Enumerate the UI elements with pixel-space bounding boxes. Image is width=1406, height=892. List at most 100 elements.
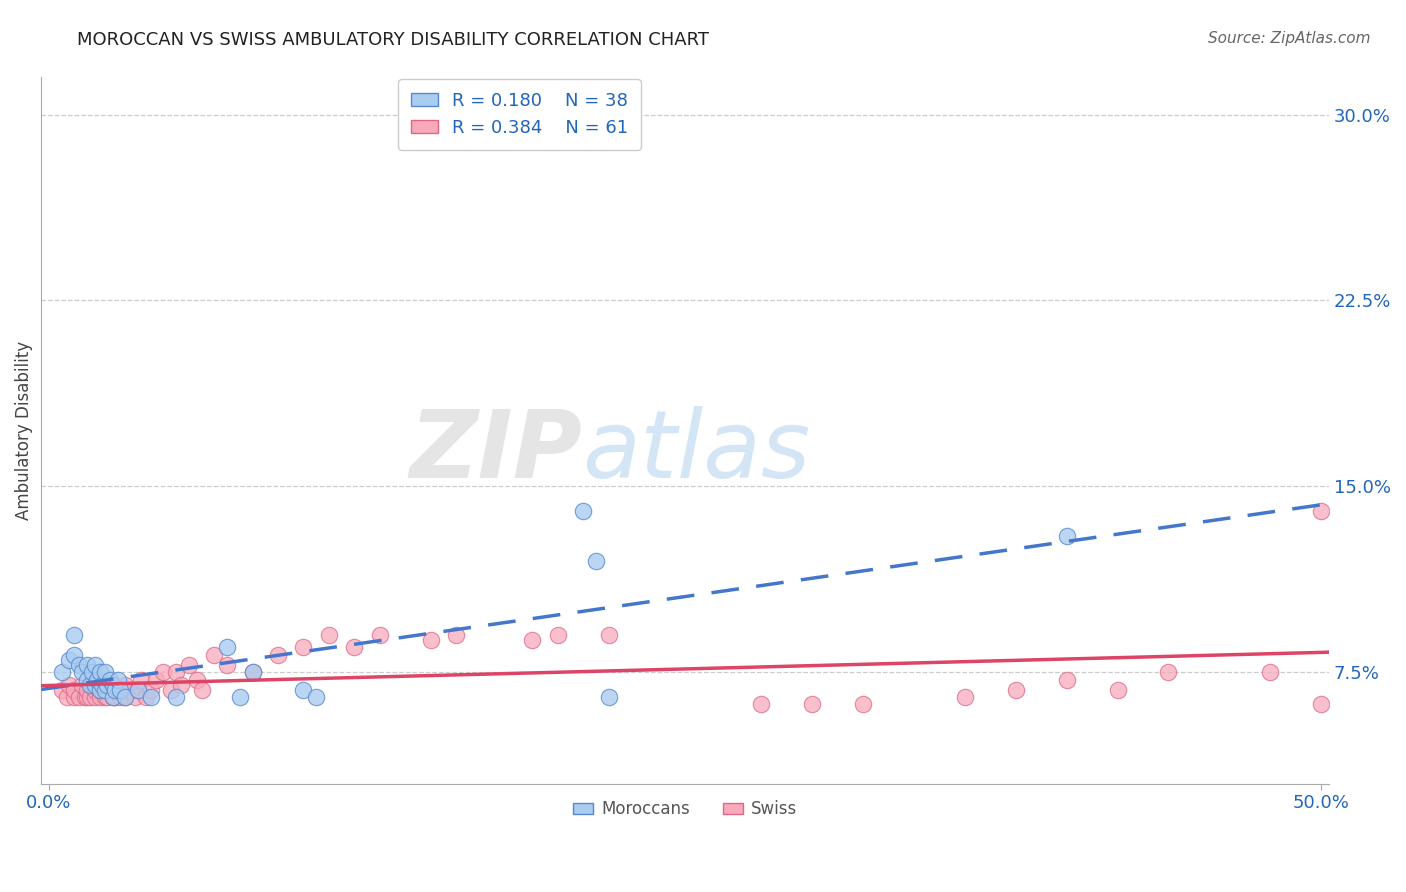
Point (229, 690, 252, 704)
Point (51, 665, 73, 680)
Point (139, 682, 162, 697)
Point (127, 682, 149, 697)
Point (152, 665, 174, 680)
Point (292, 682, 315, 697)
Point (547, 628, 569, 642)
Point (242, 665, 264, 680)
Point (63, 648, 86, 662)
Point (98, 673, 121, 687)
Point (58, 677, 80, 691)
Point (190, 682, 212, 697)
Point (165, 690, 187, 704)
Point (70, 677, 93, 691)
Point (94, 665, 117, 680)
Point (177, 657, 200, 672)
Point (165, 665, 187, 680)
Point (55, 690, 77, 704)
Point (135, 690, 157, 704)
Point (83, 677, 105, 691)
Point (107, 673, 129, 687)
Point (89, 682, 111, 697)
Point (94, 682, 117, 697)
Point (76, 690, 98, 704)
Point (292, 640, 315, 655)
Point (86, 673, 108, 687)
Point (124, 690, 146, 704)
Point (801, 698, 824, 712)
Text: ZIP: ZIP (409, 406, 582, 498)
Point (108, 690, 131, 704)
Point (368, 628, 391, 642)
Point (51, 682, 73, 697)
Point (69, 690, 91, 704)
Point (127, 682, 149, 697)
Point (305, 690, 328, 704)
Point (58, 653, 80, 667)
Point (101, 677, 124, 691)
Point (139, 690, 162, 704)
Point (186, 673, 208, 687)
Point (63, 690, 86, 704)
Text: MOROCCAN VS SWISS AMBULATORY DISABILITY CORRELATION CHART: MOROCCAN VS SWISS AMBULATORY DISABILITY … (77, 31, 710, 49)
Point (63, 682, 86, 697)
Point (267, 648, 290, 662)
Point (89, 665, 111, 680)
Point (120, 682, 142, 697)
Point (114, 690, 136, 704)
Point (1310, 698, 1333, 712)
Text: Source: ZipAtlas.com: Source: ZipAtlas.com (1208, 31, 1371, 46)
Point (1056, 673, 1078, 687)
Point (343, 640, 366, 655)
Point (104, 682, 127, 697)
Point (1258, 665, 1281, 680)
Point (1310, 504, 1333, 518)
Point (129, 673, 152, 687)
Point (598, 690, 620, 704)
Point (160, 682, 183, 697)
Y-axis label: Ambulatory Disability: Ambulatory Disability (15, 341, 32, 520)
Point (751, 698, 773, 712)
Point (63, 628, 86, 642)
Point (852, 698, 875, 712)
Point (217, 657, 239, 672)
Legend: Moroccans, Swiss: Moroccans, Swiss (565, 794, 804, 825)
Point (96, 690, 118, 704)
Text: atlas: atlas (582, 406, 810, 497)
Point (1157, 665, 1180, 680)
Point (76, 682, 98, 697)
Point (217, 640, 239, 655)
Point (76, 673, 98, 687)
Point (73, 690, 96, 704)
Point (419, 632, 441, 647)
Point (114, 677, 136, 691)
Point (318, 628, 340, 642)
Point (104, 690, 127, 704)
Point (101, 690, 124, 704)
Point (170, 677, 193, 691)
Point (1056, 529, 1078, 543)
Point (79, 690, 101, 704)
Point (522, 632, 544, 647)
Point (82, 665, 104, 680)
Point (202, 648, 225, 662)
Point (1107, 682, 1129, 697)
Point (114, 690, 136, 704)
Point (145, 673, 167, 687)
Point (101, 690, 124, 704)
Point (76, 657, 98, 672)
Point (89, 690, 111, 704)
Point (242, 665, 264, 680)
Point (83, 682, 105, 697)
Point (444, 628, 467, 642)
Point (108, 682, 131, 697)
Point (572, 504, 595, 518)
Point (101, 677, 124, 691)
Point (79, 677, 101, 691)
Point (83, 657, 105, 672)
Point (69, 657, 91, 672)
Point (1004, 682, 1026, 697)
Point (83, 690, 105, 704)
Point (96, 677, 118, 691)
Point (70, 665, 93, 680)
Point (94, 690, 117, 704)
